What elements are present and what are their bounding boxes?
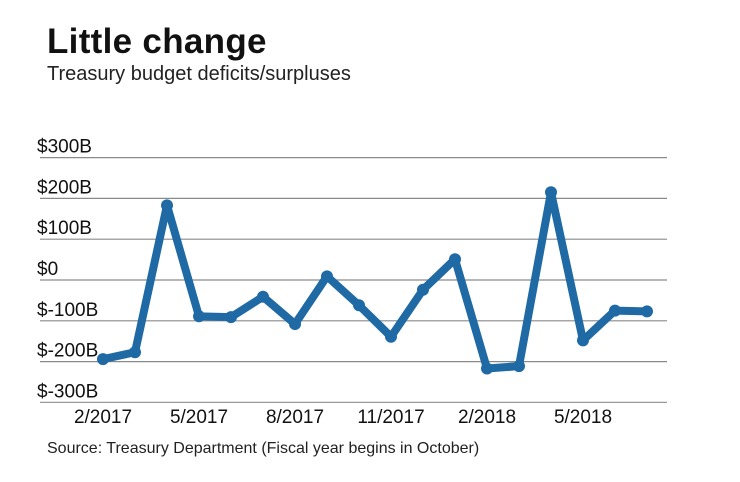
source-note: Source: Treasury Department (Fiscal year…: [47, 440, 480, 457]
data-point: [353, 299, 365, 312]
y-tick-label: $-100B: [37, 300, 98, 321]
x-tick-label: 8/2017: [266, 407, 324, 428]
chart-title: Little change: [47, 22, 267, 61]
x-tick-label: 5/2017: [170, 407, 228, 428]
data-point: [257, 290, 269, 303]
x-tick-label: 5/2018: [554, 407, 612, 428]
data-point: [545, 186, 557, 199]
data-point: [321, 270, 333, 283]
data-point: [513, 360, 525, 373]
data-point: [225, 311, 237, 324]
x-tick-label: 2/2017: [74, 407, 132, 428]
series-line: [99, 188, 651, 373]
data-point: [481, 362, 493, 375]
data-point: [385, 330, 397, 343]
data-point: [129, 346, 141, 359]
data-point: [193, 310, 205, 323]
y-tick-label: $100B: [37, 218, 92, 239]
data-point: [449, 253, 461, 266]
x-tick-label: 2/2018: [458, 407, 516, 428]
y-tick-label: $300B: [37, 137, 92, 158]
y-tick-label: $200B: [37, 177, 92, 198]
data-point: [97, 353, 109, 366]
data-point: [609, 304, 621, 317]
y-tick-label: $-200B: [37, 341, 98, 362]
chart-subtitle: Treasury budget deficits/surpluses: [47, 63, 351, 85]
data-point: [417, 283, 429, 296]
x-tick-label: 11/2017: [357, 407, 424, 428]
y-tick-label: $-300B: [37, 381, 98, 402]
data-point: [577, 334, 589, 347]
data-point: [289, 318, 301, 331]
data-point: [641, 305, 653, 318]
y-tick-label: $0: [37, 259, 58, 280]
data-point: [161, 199, 173, 212]
